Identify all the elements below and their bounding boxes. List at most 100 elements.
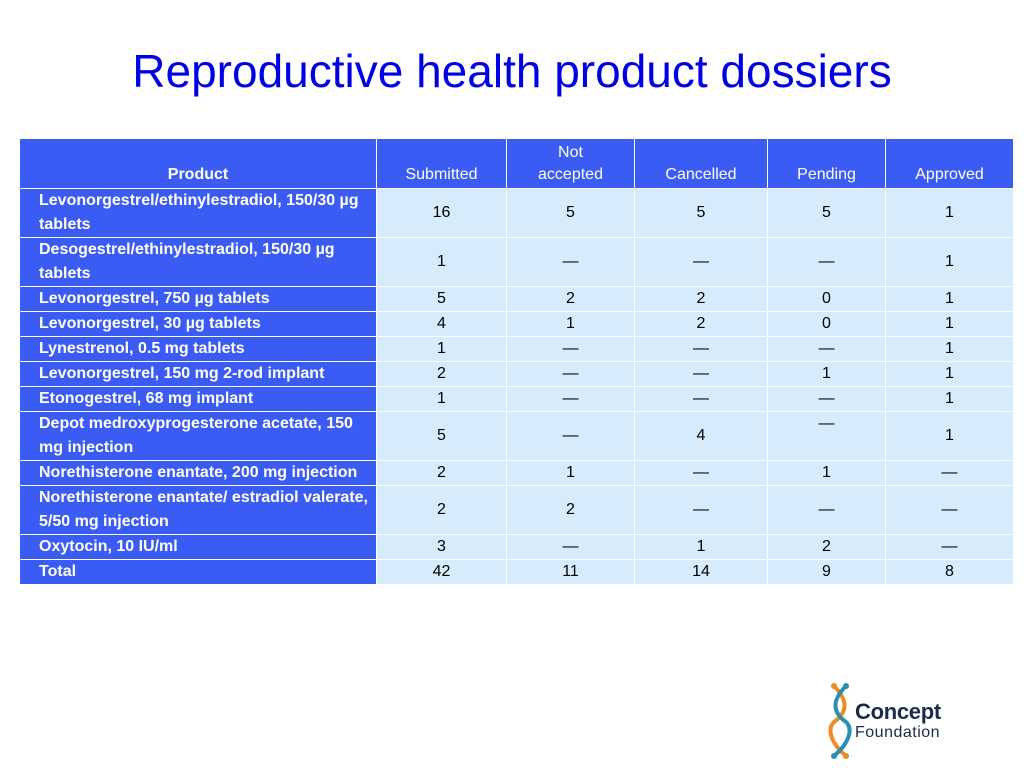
- cancelled-cell: 2: [634, 311, 768, 337]
- table-row: Depot medroxyprogesterone acetate, 150 m…: [19, 411, 1014, 461]
- product-cell: Lynestrenol, 0.5 mg tablets: [19, 336, 377, 362]
- not-accepted-cell: —: [506, 361, 635, 387]
- submitted-cell: 2: [376, 361, 507, 387]
- dossiers-table: Product Submitted Not accepted Cancelled …: [19, 138, 1014, 585]
- table-row: Etonogestrel, 68 mg implant 1 — — — 1: [19, 386, 1014, 412]
- approved-cell: —: [885, 460, 1014, 486]
- slide-title: Reproductive health product dossiers: [132, 45, 892, 97]
- pending-cell: 5: [767, 188, 886, 238]
- logo-word-foundation: Foundation: [855, 724, 941, 741]
- product-cell: Levonorgestrel/ethinylestradiol, 150/30 …: [19, 188, 377, 238]
- not-accepted-cell: 2: [506, 485, 635, 535]
- not-accepted-cell: —: [506, 336, 635, 362]
- pending-cell: —: [767, 386, 886, 412]
- cancelled-cell: —: [634, 336, 768, 362]
- product-cell: Levonorgestrel, 30 µg tablets: [19, 311, 377, 337]
- header-row: Product Submitted Not accepted Cancelled …: [19, 138, 1014, 189]
- pending-cell: —: [767, 411, 886, 461]
- table-row: Norethisterone enantate, 200 mg injectio…: [19, 460, 1014, 486]
- not-accepted-cell: 1: [506, 460, 635, 486]
- header-approved: Approved: [885, 138, 1014, 189]
- logo-text: Concept Foundation: [855, 700, 941, 742]
- header-cancelled: Cancelled: [634, 138, 768, 189]
- cancelled-cell: —: [634, 361, 768, 387]
- dna-helix-icon: [828, 683, 852, 759]
- not-accepted-cell: 5: [506, 188, 635, 238]
- submitted-cell: 4: [376, 311, 507, 337]
- product-cell: Etonogestrel, 68 mg implant: [19, 386, 377, 412]
- total-label: Total: [19, 559, 377, 585]
- header-pending: Pending: [767, 138, 886, 189]
- submitted-cell: 2: [376, 485, 507, 535]
- logo-word-concept: Concept: [855, 699, 941, 724]
- pending-cell: 0: [767, 286, 886, 312]
- total-submitted: 42: [376, 559, 507, 585]
- total-pending: 9: [767, 559, 886, 585]
- approved-cell: 1: [885, 311, 1014, 337]
- pending-cell: —: [767, 485, 886, 535]
- cancelled-cell: —: [634, 386, 768, 412]
- approved-cell: —: [885, 534, 1014, 560]
- table-row: Oxytocin, 10 IU/ml 3 — 1 2 —: [19, 534, 1014, 560]
- table-row: Levonorgestrel/ethinylestradiol, 150/30 …: [19, 188, 1014, 238]
- header-not-accepted-line1: Not: [558, 144, 583, 161]
- approved-cell: 1: [885, 411, 1014, 461]
- total-not-accepted: 11: [506, 559, 635, 585]
- not-accepted-cell: —: [506, 386, 635, 412]
- submitted-cell: 1: [376, 237, 507, 287]
- cancelled-cell: —: [634, 237, 768, 287]
- cancelled-cell: —: [634, 460, 768, 486]
- pending-cell: 0: [767, 311, 886, 337]
- pending-cell: —: [767, 237, 886, 287]
- pending-cell: 1: [767, 361, 886, 387]
- cancelled-cell: —: [634, 485, 768, 535]
- submitted-cell: 5: [376, 411, 507, 461]
- table-row: Lynestrenol, 0.5 mg tablets 1 — — — 1: [19, 336, 1014, 362]
- submitted-cell: 5: [376, 286, 507, 312]
- product-cell: Norethisterone enantate/ estradiol valer…: [19, 485, 377, 535]
- submitted-cell: 1: [376, 336, 507, 362]
- product-cell: Levonorgestrel, 150 mg 2-rod implant: [19, 361, 377, 387]
- product-cell: Levonorgestrel, 750 µg tablets: [19, 286, 377, 312]
- approved-cell: 1: [885, 188, 1014, 238]
- total-approved: 8: [885, 559, 1014, 585]
- approved-cell: 1: [885, 286, 1014, 312]
- table-row: Levonorgestrel, 150 mg 2-rod implant 2 —…: [19, 361, 1014, 387]
- table-row: Levonorgestrel, 30 µg tablets 4 1 2 0 1: [19, 311, 1014, 337]
- product-cell: Depot medroxyprogesterone acetate, 150 m…: [19, 411, 377, 461]
- approved-cell: 1: [885, 237, 1014, 287]
- table-row: Desogestrel/ethinylestradiol, 150/30 µg …: [19, 237, 1014, 287]
- product-cell: Norethisterone enantate, 200 mg injectio…: [19, 460, 377, 486]
- not-accepted-cell: 1: [506, 311, 635, 337]
- cancelled-cell: 4: [634, 411, 768, 461]
- table-row: Levonorgestrel, 750 µg tablets 5 2 2 0 1: [19, 286, 1014, 312]
- cancelled-cell: 5: [634, 188, 768, 238]
- approved-cell: —: [885, 485, 1014, 535]
- total-row: Total 42 11 14 9 8: [19, 559, 1014, 585]
- concept-foundation-logo: Concept Foundation: [828, 682, 968, 762]
- product-cell: Oxytocin, 10 IU/ml: [19, 534, 377, 560]
- pending-cell: —: [767, 336, 886, 362]
- header-not-accepted-line2: accepted: [538, 166, 603, 183]
- product-cell: Desogestrel/ethinylestradiol, 150/30 µg …: [19, 237, 377, 287]
- approved-cell: 1: [885, 361, 1014, 387]
- submitted-cell: 16: [376, 188, 507, 238]
- not-accepted-cell: —: [506, 237, 635, 287]
- pending-cell: 2: [767, 534, 886, 560]
- header-submitted: Submitted: [376, 138, 507, 189]
- header-not-accepted: Not accepted: [506, 138, 635, 189]
- not-accepted-cell: —: [506, 534, 635, 560]
- cancelled-cell: 2: [634, 286, 768, 312]
- approved-cell: 1: [885, 336, 1014, 362]
- submitted-cell: 1: [376, 386, 507, 412]
- submitted-cell: 3: [376, 534, 507, 560]
- table-row: Norethisterone enantate/ estradiol valer…: [19, 485, 1014, 535]
- total-cancelled: 14: [634, 559, 768, 585]
- submitted-cell: 2: [376, 460, 507, 486]
- pending-cell: 1: [767, 460, 886, 486]
- cancelled-cell: 1: [634, 534, 768, 560]
- not-accepted-cell: 2: [506, 286, 635, 312]
- header-product: Product: [19, 138, 377, 189]
- approved-cell: 1: [885, 386, 1014, 412]
- not-accepted-cell: —: [506, 411, 635, 461]
